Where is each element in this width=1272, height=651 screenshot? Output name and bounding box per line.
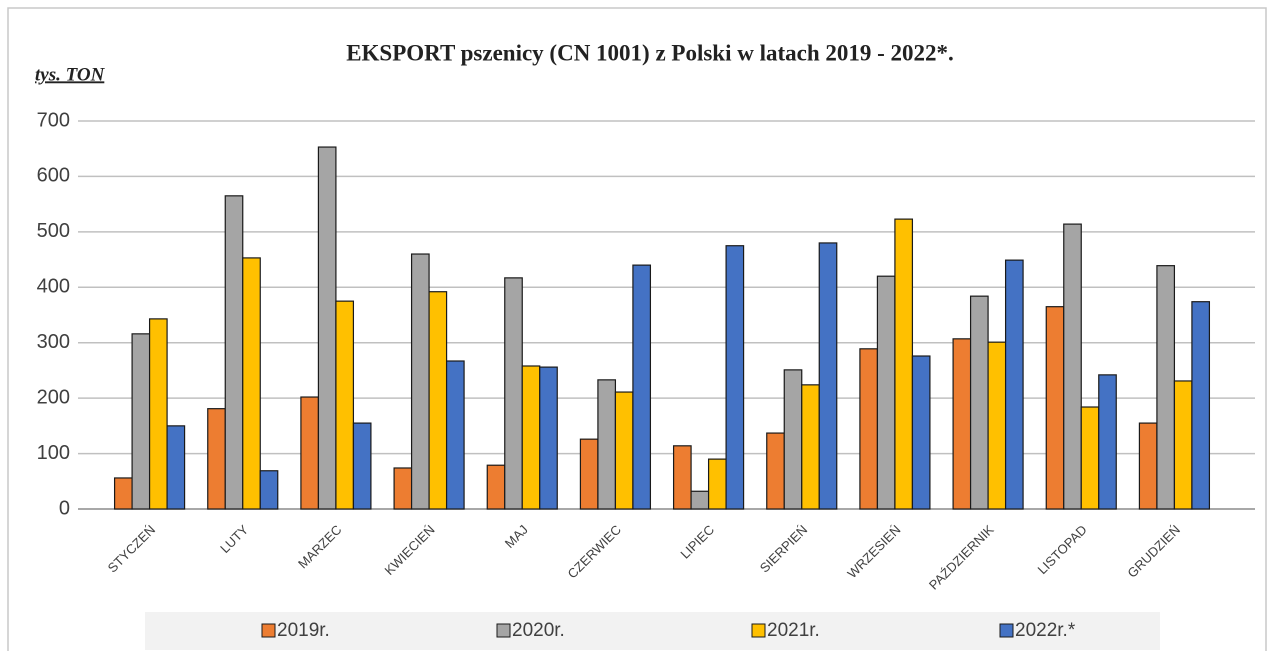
bar [166, 425, 186, 510]
bar [352, 422, 372, 510]
bar [428, 291, 448, 510]
legend-label: 2022r.* [1015, 620, 1076, 641]
bar [521, 365, 541, 510]
legend-label: 2020r. [512, 620, 565, 641]
y-tick-label: 500 [37, 220, 70, 242]
bar [317, 146, 337, 510]
legend-swatch [999, 623, 1014, 638]
bar [801, 384, 820, 510]
bar [911, 355, 931, 510]
bar [783, 369, 803, 510]
y-tick-label: 600 [37, 165, 70, 187]
legend-box [145, 612, 1160, 650]
y-tick-label: 400 [37, 276, 70, 298]
bar [393, 467, 413, 510]
bar [632, 264, 652, 510]
legend-label: 2019r. [277, 620, 330, 641]
bar [894, 218, 914, 510]
bar [504, 277, 523, 510]
bar [259, 470, 279, 510]
bar [224, 195, 244, 510]
bar [486, 464, 506, 510]
y-tick-label: 700 [37, 109, 70, 131]
bar [113, 477, 133, 510]
bar [207, 408, 226, 510]
bar [131, 333, 151, 510]
bar [614, 391, 634, 510]
bar [1098, 374, 1117, 510]
bar [335, 300, 355, 510]
bar [725, 245, 745, 510]
legend-swatch [751, 623, 766, 638]
bar [766, 432, 785, 510]
chart-title: EKSPORT pszenicy (CN 1001) z Polski w la… [346, 40, 954, 65]
bar [672, 445, 692, 510]
bar [952, 338, 972, 510]
y-tick-label: 0 [59, 497, 70, 519]
bar [818, 242, 838, 510]
bar [1156, 265, 1176, 510]
bar [539, 366, 558, 510]
y-tick-label: 300 [37, 331, 70, 353]
bar [445, 360, 465, 510]
bar [690, 490, 710, 510]
bar [597, 379, 617, 510]
bar [1063, 223, 1082, 510]
legend-swatch [261, 623, 276, 638]
legend-label: 2021r. [767, 620, 820, 641]
bar [969, 295, 989, 510]
bar [1138, 422, 1158, 510]
bar [1191, 301, 1211, 510]
legend-swatch [496, 623, 511, 638]
bar [300, 396, 320, 510]
bar [148, 318, 168, 510]
bar [876, 275, 896, 510]
bar [242, 257, 261, 510]
bar [1004, 259, 1024, 510]
bar [579, 438, 599, 510]
bar [707, 458, 727, 510]
y-axis-label: tys. TON [35, 64, 106, 85]
bar [1080, 406, 1100, 510]
bar [859, 348, 879, 510]
y-tick-label: 200 [37, 386, 70, 408]
bar [987, 341, 1007, 510]
bar [1173, 380, 1193, 510]
bar [410, 253, 430, 510]
bar [1045, 306, 1065, 510]
y-tick-label: 100 [37, 442, 70, 464]
